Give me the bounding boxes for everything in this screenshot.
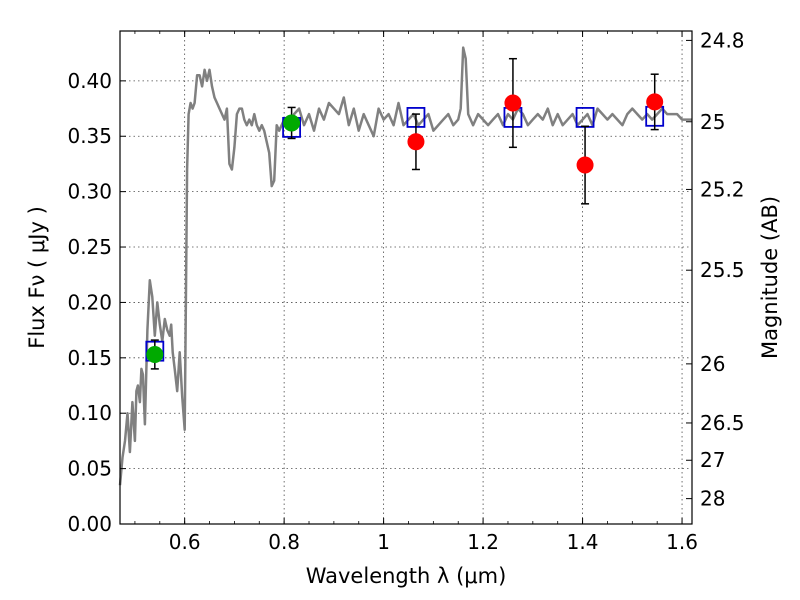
magnitude-tick-label: 28 <box>700 487 725 511</box>
y-tick-label: 0.00 <box>67 512 112 536</box>
x-tick-label: 1.2 <box>467 530 499 554</box>
y-tick-label: 0.15 <box>67 346 112 370</box>
x-axis-title: Wavelength λ (μm) <box>306 564 507 588</box>
x-tick-label: 1 <box>377 530 390 554</box>
grid <box>120 31 692 524</box>
y-tick-label: 0.35 <box>67 124 112 148</box>
y-tick-label: 0.20 <box>67 290 112 314</box>
observed-point-red <box>407 133 425 151</box>
magnitude-tick-label: 25 <box>700 110 725 134</box>
y-tick-label: 0.25 <box>67 235 112 259</box>
axis-ticks: 0.6 0.8 1 1.2 1.4 1.6 0.00 0.05 0.10 0.15 0.20 0.25… <box>67 28 744 554</box>
x-tick-label: 1.6 <box>666 530 698 554</box>
plot-frame <box>119 30 693 525</box>
y-tick-label: 0.10 <box>67 401 112 425</box>
observed-point-red <box>576 156 594 174</box>
magnitude-tick-label: 25.2 <box>700 177 745 201</box>
magnitude-tick-label: 27 <box>700 448 725 472</box>
y-tick-label: 0.40 <box>67 69 112 93</box>
y-axis-title: Flux Fν ( μJy ) <box>25 206 49 349</box>
observed-point-red <box>504 94 522 112</box>
magnitude-tick-label: 24.8 <box>700 28 745 52</box>
y-tick-label: 0.30 <box>67 180 112 204</box>
magnitude-tick-label: 25.5 <box>700 258 745 282</box>
data-points-layer <box>145 57 665 370</box>
x-tick-label: 0.8 <box>268 530 300 554</box>
observed-point-green <box>283 114 301 132</box>
magnitude-tick-label: 26 <box>700 352 725 376</box>
magnitude-tick-label: 26.5 <box>700 411 745 435</box>
x-tick-label: 1.4 <box>567 530 599 554</box>
model-spectrum-layer <box>118 46 692 486</box>
observed-point-red <box>646 93 664 111</box>
model-spectrum-line <box>118 46 692 486</box>
magnitude-axis-title: Magnitude (AB) <box>758 196 782 359</box>
observed-point-green <box>146 345 164 363</box>
x-tick-label: 0.6 <box>169 530 201 554</box>
y-tick-label: 0.05 <box>67 457 112 481</box>
